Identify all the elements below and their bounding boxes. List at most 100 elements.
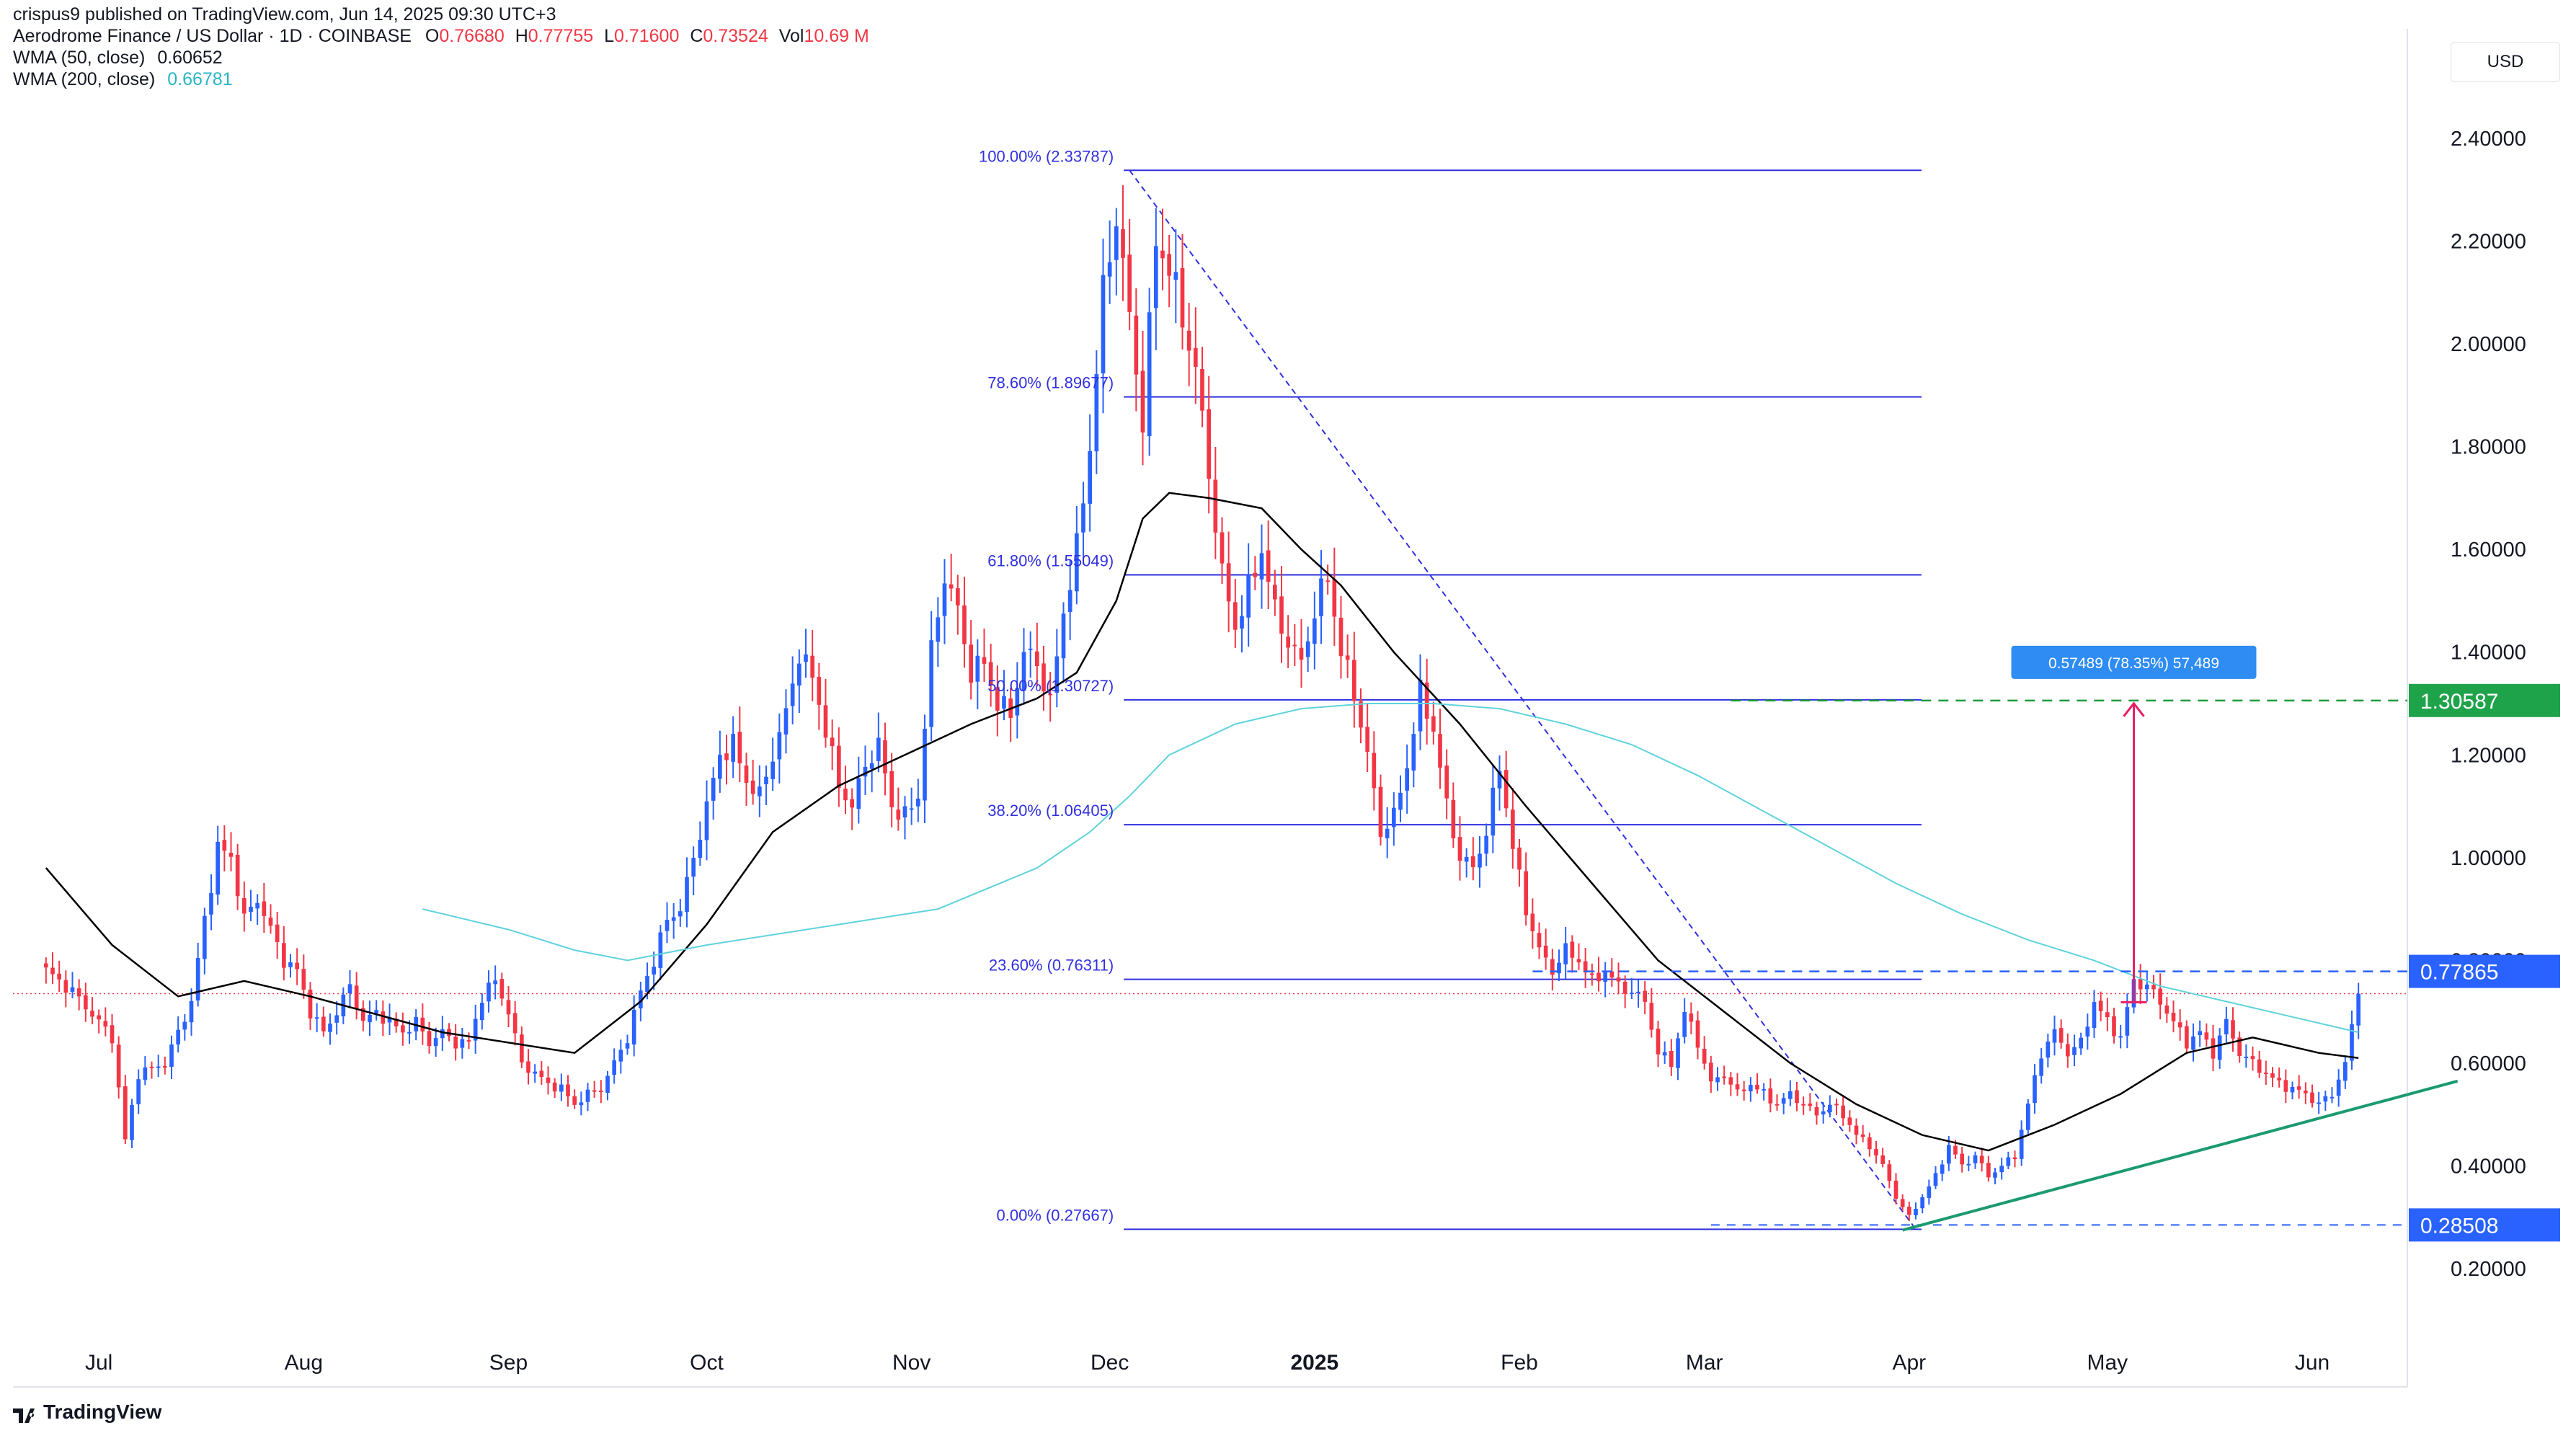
y-tick-label: 0.40000 xyxy=(2451,1155,2526,1178)
candle-body xyxy=(737,732,742,764)
candle-body xyxy=(671,917,676,921)
fib-level-label: 38.20% (1.06405) xyxy=(987,802,1114,820)
candle-body xyxy=(1094,374,1099,452)
candle-body xyxy=(2191,1036,2195,1050)
candle-body xyxy=(1034,651,1039,667)
candle-body xyxy=(923,728,927,801)
candle-body xyxy=(1405,768,1410,791)
candle-body xyxy=(724,753,729,760)
candle-body xyxy=(162,1066,167,1068)
candle-body xyxy=(1722,1076,1727,1078)
candle-body xyxy=(585,1089,590,1102)
candle-body xyxy=(579,1102,584,1106)
candle-body xyxy=(1550,959,1555,975)
candle-body xyxy=(1583,961,1588,973)
fib-level-label: 50.00% (1.30727) xyxy=(987,677,1114,695)
candle-body xyxy=(2046,1041,2051,1058)
candle-body xyxy=(605,1075,610,1093)
candle-body xyxy=(1596,972,1601,982)
candle-body xyxy=(374,1010,379,1013)
candle-body xyxy=(1708,1062,1713,1082)
candle-body xyxy=(1636,991,1640,994)
candle-body xyxy=(1557,962,1561,974)
candle-body xyxy=(804,654,808,662)
candle-body xyxy=(249,906,253,912)
candle-body xyxy=(2257,1059,2262,1073)
candle-body xyxy=(975,655,980,682)
candle-body xyxy=(1669,1050,1674,1068)
legend-l-value: 0.71600 xyxy=(614,26,680,46)
candle-body xyxy=(1470,856,1475,867)
candle-body xyxy=(149,1066,154,1068)
candle-body xyxy=(1662,1052,1667,1056)
candle-body xyxy=(790,683,795,706)
candle-body xyxy=(2033,1075,2037,1104)
candle-body xyxy=(2204,1032,2209,1040)
candle-body xyxy=(1041,663,1046,692)
candle-body xyxy=(2350,1024,2354,1061)
candle-body xyxy=(241,897,247,914)
candle-body xyxy=(1107,262,1112,277)
candle-body xyxy=(533,1071,538,1074)
candle-body xyxy=(2079,1037,2084,1049)
candle-body xyxy=(1464,856,1469,862)
candle-body xyxy=(288,962,293,967)
candle-body xyxy=(1478,853,1482,868)
legend-o-value: 0.76680 xyxy=(439,26,505,46)
candle-body xyxy=(2012,1157,2017,1160)
candle-body xyxy=(228,852,234,857)
candle-body xyxy=(1233,602,1238,630)
candle-body xyxy=(843,788,848,801)
candle-body xyxy=(2052,1029,2057,1043)
candle-body xyxy=(394,1019,399,1026)
fib-level-label: 0.00% (0.27667) xyxy=(996,1206,1114,1224)
candle-body xyxy=(757,786,762,797)
y-tick-label: 1.20000 xyxy=(2451,744,2526,767)
legend-symbol-row: Aerodrome Finance / US Dollar · 1D · COI… xyxy=(13,26,869,47)
candle-body xyxy=(2118,1036,2123,1038)
candle-body xyxy=(427,1031,432,1047)
candle-body xyxy=(823,705,828,738)
currency-selector[interactable]: USD xyxy=(2451,42,2560,82)
candle-body xyxy=(869,763,874,769)
candle-body xyxy=(1186,330,1191,351)
candle-body xyxy=(717,755,722,779)
legend-vol-value: 10.69 M xyxy=(804,26,869,46)
x-tick-label: Oct xyxy=(690,1351,724,1375)
fib-level-label: 61.80% (1.55049) xyxy=(987,551,1114,569)
target-tag xyxy=(2409,683,2560,717)
candle-body xyxy=(2356,993,2361,1026)
candle-body xyxy=(2151,985,2156,990)
candle-body xyxy=(2283,1080,2288,1092)
candle-body xyxy=(1127,254,1132,312)
x-tick-label: Mar xyxy=(1686,1351,1723,1375)
candle-body xyxy=(420,1017,425,1032)
candle-body xyxy=(2025,1103,2030,1130)
candle-body xyxy=(1484,835,1489,854)
candle-body xyxy=(1603,971,1608,982)
measure-label-box xyxy=(2011,645,2257,679)
candle-body xyxy=(1286,636,1291,648)
candle-body xyxy=(268,917,273,926)
candle-body xyxy=(1226,563,1231,602)
candle-body xyxy=(2184,1026,2189,1049)
candle-body xyxy=(1345,655,1350,660)
candle-body xyxy=(479,1003,484,1021)
fib-level-label: 23.60% (0.76311) xyxy=(989,957,1114,975)
candle-body xyxy=(1497,771,1502,789)
target-tag-label: 1.30587 xyxy=(2420,690,2498,714)
candle-body xyxy=(506,1000,511,1015)
y-tick-label: 2.20000 xyxy=(2451,231,2526,254)
candle-body xyxy=(1292,644,1297,647)
candle-body xyxy=(1676,1038,1680,1068)
candle-body xyxy=(1015,688,1020,716)
resistance-tag xyxy=(2409,954,2560,988)
candle-body xyxy=(1854,1125,1859,1135)
candle-body xyxy=(526,1061,530,1073)
candle-body xyxy=(1781,1098,1786,1104)
candle-body xyxy=(235,854,240,897)
candle-body xyxy=(731,734,736,762)
candle-body xyxy=(1946,1145,1951,1164)
candle-body xyxy=(949,584,954,589)
